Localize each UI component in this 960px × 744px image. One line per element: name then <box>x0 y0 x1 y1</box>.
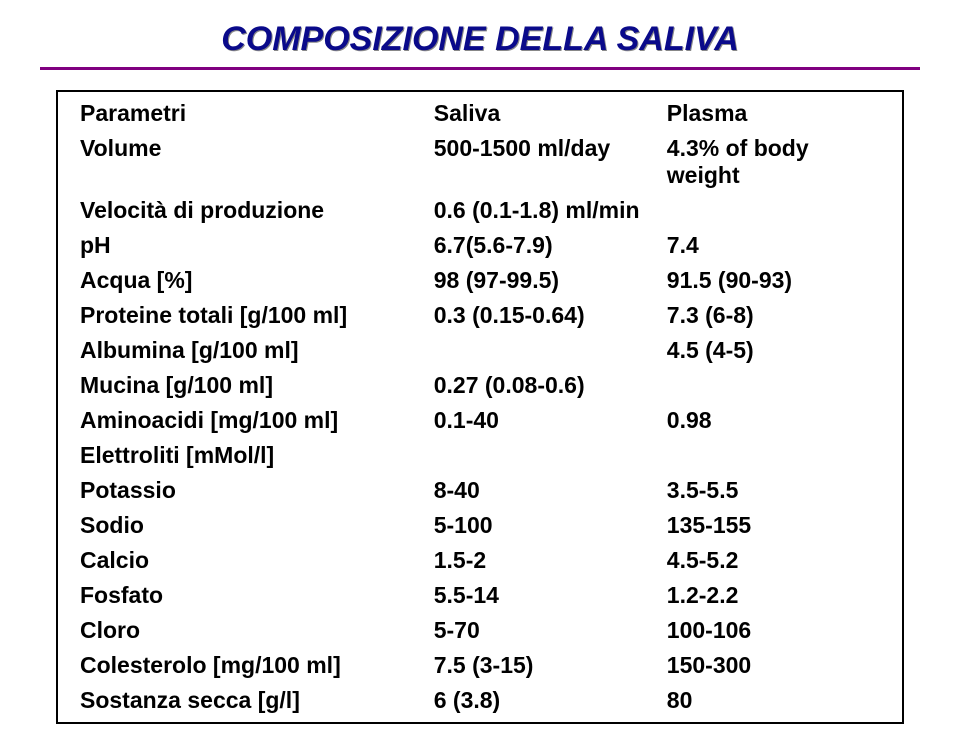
table-container: Parametri Saliva Plasma Volume500-1500 m… <box>56 90 904 724</box>
cell-plasma: 1.2-2.2 <box>657 578 890 613</box>
cell-plasma: 4.3% of body weight <box>657 131 890 193</box>
cell-param: Proteine totali [g/100 ml] <box>70 298 424 333</box>
table-row: Calcio1.5-24.5-5.2 <box>70 543 890 578</box>
cell-plasma: 80 <box>657 683 890 718</box>
cell-param: Colesterolo [mg/100 ml] <box>70 648 424 683</box>
table-row: Fosfato5.5-141.2-2.2 <box>70 578 890 613</box>
cell-param: Calcio <box>70 543 424 578</box>
table-row: Proteine totali [g/100 ml]0.3 (0.15-0.64… <box>70 298 890 333</box>
cell-param: Volume <box>70 131 424 193</box>
table-row: Colesterolo [mg/100 ml]7.5 (3-15)150-300 <box>70 648 890 683</box>
cell-plasma: 4.5 (4-5) <box>657 333 890 368</box>
cell-plasma: 3.5-5.5 <box>657 473 890 508</box>
cell-saliva <box>424 333 657 368</box>
cell-saliva: 500-1500 ml/day <box>424 131 657 193</box>
cell-param: Sostanza secca [g/l] <box>70 683 424 718</box>
cell-param: Mucina [g/100 ml] <box>70 368 424 403</box>
cell-param: Cloro <box>70 613 424 648</box>
cell-saliva: 5.5-14 <box>424 578 657 613</box>
cell-saliva: 8-40 <box>424 473 657 508</box>
cell-param: Elettroliti [mMol/l] <box>70 438 424 473</box>
cell-saliva: 0.6 (0.1-1.8) ml/min <box>424 193 657 228</box>
table-row: Sodio5-100135-155 <box>70 508 890 543</box>
table-row: Elettroliti [mMol/l] <box>70 438 890 473</box>
cell-saliva: 6.7(5.6-7.9) <box>424 228 657 263</box>
cell-param: Fosfato <box>70 578 424 613</box>
cell-saliva: 7.5 (3-15) <box>424 648 657 683</box>
cell-plasma: 135-155 <box>657 508 890 543</box>
table-row: Aminoacidi [mg/100 ml]0.1-400.98 <box>70 403 890 438</box>
cell-param: Albumina [g/100 ml] <box>70 333 424 368</box>
cell-saliva: 5-70 <box>424 613 657 648</box>
cell-saliva: 1.5-2 <box>424 543 657 578</box>
page-title: COMPOSIZIONE DELLA SALIVA <box>40 20 920 59</box>
table-row: Sostanza secca [g/l]6 (3.8)80 <box>70 683 890 718</box>
cell-plasma <box>657 438 890 473</box>
table-row: pH6.7(5.6-7.9)7.4 <box>70 228 890 263</box>
cell-saliva: 98 (97-99.5) <box>424 263 657 298</box>
cell-param: Aminoacidi [mg/100 ml] <box>70 403 424 438</box>
cell-saliva <box>424 438 657 473</box>
cell-plasma: 4.5-5.2 <box>657 543 890 578</box>
cell-plasma: 100-106 <box>657 613 890 648</box>
table-row: Volume500-1500 ml/day4.3% of body weight <box>70 131 890 193</box>
cell-param: Acqua [%] <box>70 263 424 298</box>
cell-saliva: 0.3 (0.15-0.64) <box>424 298 657 333</box>
cell-plasma: 7.3 (6-8) <box>657 298 890 333</box>
cell-plasma: 0.98 <box>657 403 890 438</box>
table-row: Albumina [g/100 ml] 4.5 (4-5) <box>70 333 890 368</box>
header-param: Parametri <box>70 96 424 131</box>
table-row: Velocità di produzione0.6 (0.1-1.8) ml/m… <box>70 193 890 228</box>
title-divider <box>40 67 920 70</box>
header-saliva: Saliva <box>424 96 657 131</box>
cell-plasma: 7.4 <box>657 228 890 263</box>
cell-saliva: 0.1-40 <box>424 403 657 438</box>
table-row: Potassio8-403.5-5.5 <box>70 473 890 508</box>
cell-param: pH <box>70 228 424 263</box>
table-row: Cloro5-70100-106 <box>70 613 890 648</box>
composition-table: Parametri Saliva Plasma Volume500-1500 m… <box>70 96 890 718</box>
table-row: Acqua [%]98 (97-99.5)91.5 (90-93) <box>70 263 890 298</box>
table-header-row: Parametri Saliva Plasma <box>70 96 890 131</box>
cell-plasma <box>657 368 890 403</box>
cell-param: Sodio <box>70 508 424 543</box>
cell-saliva: 0.27 (0.08-0.6) <box>424 368 657 403</box>
cell-param: Potassio <box>70 473 424 508</box>
cell-plasma: 150-300 <box>657 648 890 683</box>
cell-saliva: 5-100 <box>424 508 657 543</box>
table-row: Mucina [g/100 ml]0.27 (0.08-0.6) <box>70 368 890 403</box>
cell-saliva: 6 (3.8) <box>424 683 657 718</box>
cell-param: Velocità di produzione <box>70 193 424 228</box>
header-plasma: Plasma <box>657 96 890 131</box>
cell-plasma <box>657 193 890 228</box>
cell-plasma: 91.5 (90-93) <box>657 263 890 298</box>
